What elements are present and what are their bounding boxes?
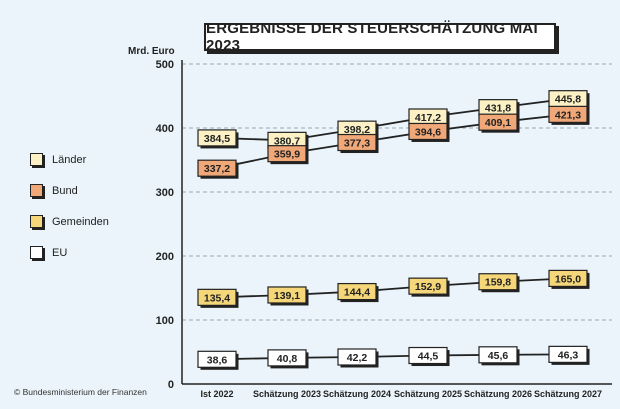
data-label: 394,6	[415, 126, 441, 138]
data-point	[478, 113, 518, 131]
data-label: 359,9	[274, 149, 300, 161]
data-point	[337, 133, 377, 152]
y-tick-label: 200	[156, 251, 174, 263]
data-point	[267, 349, 307, 367]
data-label: 139,1	[274, 290, 300, 302]
data-point	[267, 145, 307, 163]
data-point	[337, 282, 377, 301]
data-label: 46,3	[558, 349, 579, 361]
data-label: 159,8	[485, 277, 511, 289]
legend-swatch-laender	[30, 153, 43, 166]
copyright-text: © Bundesministerium der Finanzen	[14, 387, 147, 397]
chart-title: ERGEBNISSE DER STEUERSCHÄTZUNG MAI 2023	[204, 20, 556, 54]
data-label: 144,4	[344, 287, 370, 299]
y-tick-label: 500	[156, 59, 174, 71]
data-label: 44,5	[418, 351, 439, 363]
data-label: 165,0	[555, 273, 581, 285]
legend-item-gemeinden: Gemeinden	[30, 206, 109, 237]
legend-item-eu: EU	[30, 237, 109, 268]
x-tick-label: Schätzung 2024	[323, 389, 391, 399]
y-tick-label: 300	[156, 187, 174, 199]
legend-label-bund: Bund	[52, 184, 78, 197]
x-tick-label: Schätzung 2026	[464, 389, 532, 399]
data-label: 337,2	[204, 163, 230, 175]
data-point	[548, 345, 588, 363]
x-tick-label: Schätzung 2027	[534, 389, 602, 399]
x-tick-label: Schätzung 2023	[253, 389, 321, 399]
legend: Länder Bund Gemeinden EU	[30, 144, 109, 268]
data-label: 45,6	[488, 350, 509, 362]
data-label: 421,3	[555, 109, 581, 121]
data-label: 431,8	[485, 103, 511, 115]
data-label: 445,8	[555, 94, 581, 106]
legend-item-laender: Länder	[30, 144, 109, 175]
data-point	[197, 288, 237, 306]
data-point	[197, 159, 237, 177]
y-tick-label: 400	[156, 123, 174, 135]
data-label: 135,4	[204, 292, 230, 304]
y-axis-label: Mrd. Euro	[128, 46, 175, 57]
legend-label-eu: EU	[52, 246, 68, 259]
data-label: 152,9	[415, 281, 441, 293]
x-tick-label: Ist 2022	[200, 389, 233, 399]
legend-item-bund: Bund	[30, 175, 109, 206]
y-tick-label: 100	[156, 315, 174, 327]
legend-swatch-eu	[30, 246, 43, 259]
data-point	[548, 269, 588, 287]
legend-swatch-bund	[30, 184, 43, 197]
y-tick-label: 0	[168, 379, 174, 391]
data-point	[197, 129, 237, 147]
data-point	[408, 346, 448, 365]
data-point	[478, 346, 518, 364]
data-point	[408, 122, 448, 141]
data-label: 417,2	[415, 112, 441, 124]
data-point	[267, 286, 307, 304]
data-point	[408, 277, 448, 295]
data-label: 377,3	[344, 138, 370, 150]
data-label: 40,8	[277, 353, 298, 365]
legend-label-laender: Länder	[52, 153, 87, 166]
legend-label-gemeinden: Gemeinden	[52, 215, 109, 228]
data-label: 42,2	[347, 352, 368, 364]
data-point	[548, 105, 588, 123]
data-label: 409,1	[485, 117, 511, 129]
data-point	[337, 348, 377, 366]
data-label: 398,2	[344, 124, 370, 136]
x-tick-label: Schätzung 2025	[394, 389, 462, 399]
data-label: 384,5	[204, 133, 230, 145]
data-point	[197, 350, 237, 368]
data-point	[478, 273, 518, 291]
legend-swatch-gemeinden	[30, 215, 43, 228]
data-label: 380,7	[274, 135, 300, 147]
data-label: 38,6	[207, 354, 228, 366]
